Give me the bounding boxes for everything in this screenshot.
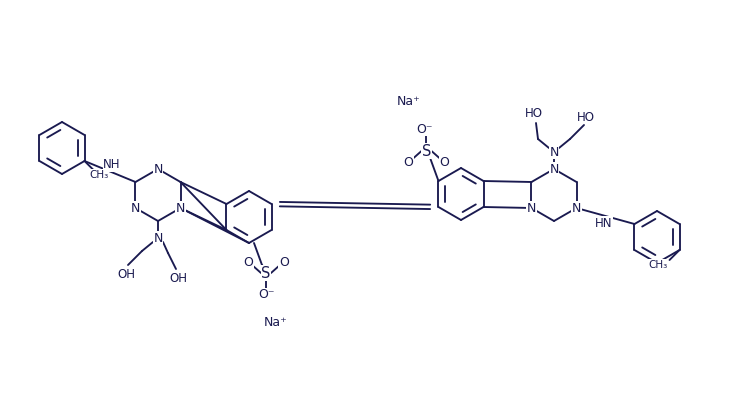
Text: N: N xyxy=(527,202,536,215)
Text: N: N xyxy=(572,202,581,215)
Text: CH₃: CH₃ xyxy=(89,170,108,180)
Text: OH: OH xyxy=(117,268,135,282)
Text: N: N xyxy=(131,202,140,215)
Text: OH: OH xyxy=(169,272,187,286)
Text: HO: HO xyxy=(577,110,595,124)
Text: O: O xyxy=(404,156,413,169)
Text: S: S xyxy=(421,143,431,158)
Text: HO: HO xyxy=(525,107,543,120)
Text: N: N xyxy=(154,232,163,244)
Text: O: O xyxy=(243,255,253,268)
Text: HN: HN xyxy=(595,217,612,230)
Text: O: O xyxy=(279,255,289,268)
Text: NH: NH xyxy=(103,158,121,171)
Text: CH₃: CH₃ xyxy=(648,260,667,270)
Text: O: O xyxy=(439,156,449,169)
Text: Na⁺: Na⁺ xyxy=(264,316,288,329)
Text: O⁻: O⁻ xyxy=(259,289,275,301)
Text: N: N xyxy=(154,162,163,175)
Text: Na⁺: Na⁺ xyxy=(397,95,420,107)
Text: N: N xyxy=(176,202,185,215)
Text: N: N xyxy=(549,145,559,158)
Text: N: N xyxy=(549,162,559,175)
Text: S: S xyxy=(261,265,271,280)
Text: O⁻: O⁻ xyxy=(416,122,433,135)
